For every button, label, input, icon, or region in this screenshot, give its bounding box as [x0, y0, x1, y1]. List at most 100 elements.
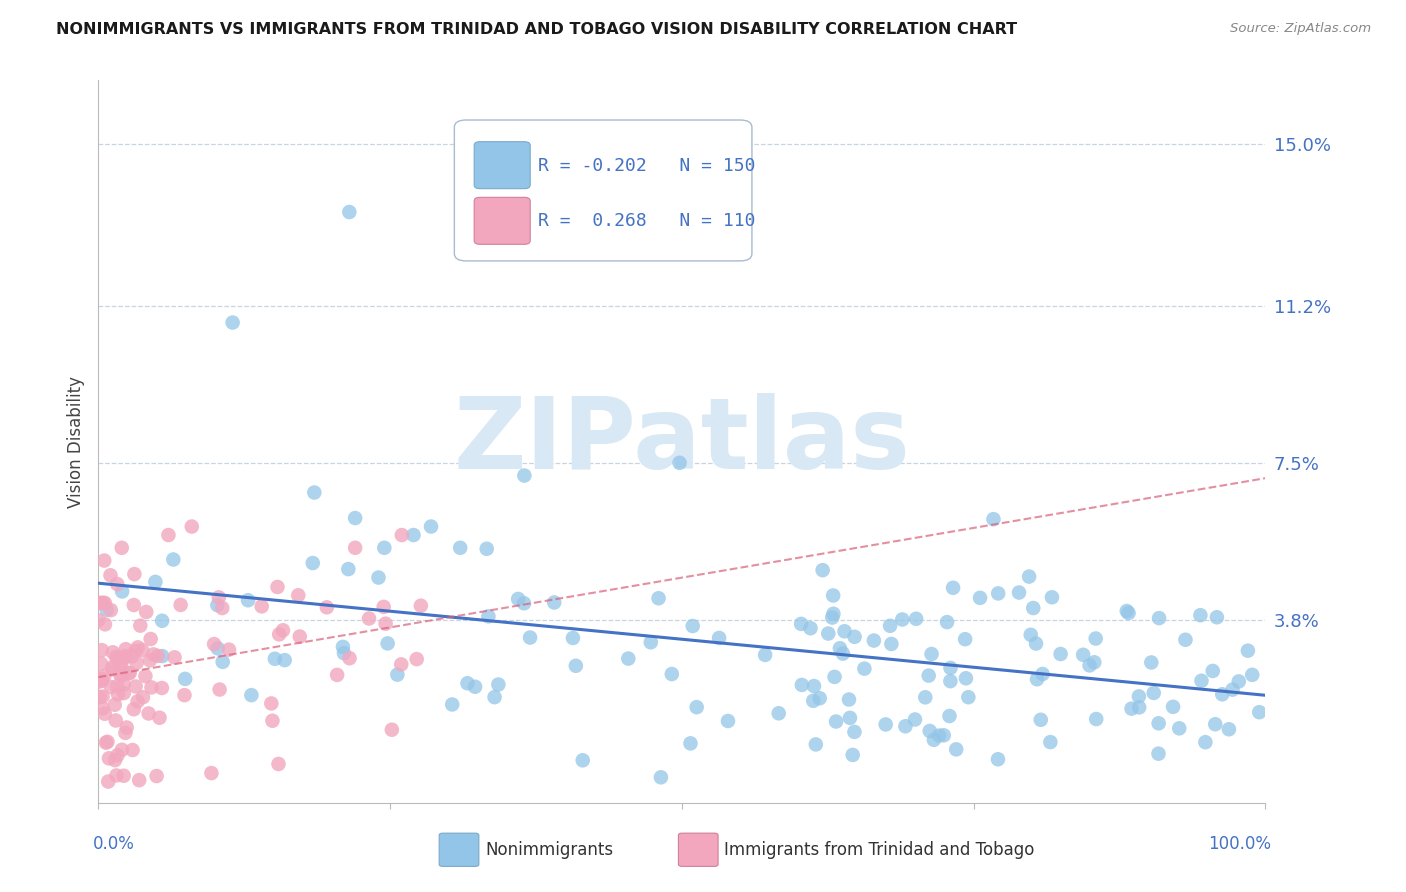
- Point: [150, 614, 173, 628]
- Point: [942, 581, 965, 595]
- Point: [91, 690, 114, 704]
- Point: [1161, 699, 1184, 714]
- Point: [1222, 682, 1244, 697]
- Point: [936, 615, 959, 629]
- Point: [374, 616, 396, 631]
- Point: [118, 666, 141, 681]
- Point: [1040, 591, 1063, 605]
- Point: [101, 662, 124, 676]
- Point: [121, 649, 143, 664]
- Point: [409, 599, 432, 613]
- Point: [121, 743, 143, 757]
- Point: [1083, 655, 1105, 669]
- Point: [1204, 717, 1226, 731]
- Point: [1071, 648, 1094, 662]
- Point: [333, 646, 356, 660]
- Point: [1128, 690, 1150, 704]
- Point: [301, 556, 323, 570]
- Point: [115, 721, 138, 735]
- Point: [1147, 716, 1170, 731]
- Text: Immigrants from Trinidad and Tobago: Immigrants from Trinidad and Tobago: [724, 841, 1035, 859]
- Point: [344, 511, 367, 525]
- Point: [107, 748, 129, 763]
- Point: [441, 698, 464, 712]
- Point: [707, 631, 730, 645]
- Point: [1115, 604, 1137, 618]
- Point: [957, 690, 980, 705]
- Point: [145, 769, 167, 783]
- Point: [94, 736, 117, 750]
- Point: [100, 603, 122, 617]
- Point: [124, 680, 146, 694]
- Point: [1194, 735, 1216, 749]
- Point: [122, 598, 145, 612]
- Point: [939, 674, 962, 689]
- Point: [114, 649, 136, 664]
- Point: [271, 624, 294, 638]
- Point: [138, 706, 160, 721]
- Point: [373, 599, 395, 614]
- Point: [250, 599, 273, 614]
- Point: [863, 633, 886, 648]
- Point: [91, 596, 114, 610]
- Point: [1029, 713, 1052, 727]
- Point: [571, 753, 593, 767]
- Point: [112, 677, 135, 691]
- Point: [811, 563, 834, 577]
- Point: [91, 701, 114, 715]
- Point: [668, 456, 690, 470]
- Point: [94, 617, 117, 632]
- Point: [754, 648, 776, 662]
- Point: [1039, 735, 1062, 749]
- Point: [894, 719, 917, 733]
- Point: [1026, 672, 1049, 686]
- Point: [134, 669, 156, 683]
- Point: [180, 519, 202, 533]
- Point: [135, 605, 157, 619]
- Point: [127, 694, 149, 708]
- Point: [1128, 700, 1150, 714]
- Point: [142, 648, 165, 662]
- Point: [834, 624, 856, 639]
- Point: [449, 541, 471, 555]
- Point: [1237, 643, 1260, 657]
- Text: ZIPatlas: ZIPatlas: [454, 393, 910, 490]
- Point: [104, 698, 127, 712]
- Point: [841, 747, 863, 762]
- Point: [112, 769, 135, 783]
- Point: [89, 690, 111, 704]
- Point: [96, 735, 118, 749]
- Point: [402, 528, 425, 542]
- Point: [93, 669, 115, 683]
- Point: [1143, 686, 1166, 700]
- Point: [853, 662, 876, 676]
- Point: [918, 668, 941, 682]
- Point: [304, 485, 326, 500]
- Point: [114, 650, 136, 665]
- Point: [1211, 687, 1233, 701]
- Point: [111, 743, 134, 757]
- Point: [1032, 667, 1054, 681]
- Point: [218, 642, 240, 657]
- Point: [97, 774, 120, 789]
- Point: [208, 682, 231, 697]
- Point: [921, 647, 943, 661]
- Point: [105, 577, 128, 591]
- Point: [891, 612, 914, 626]
- Point: [839, 711, 862, 725]
- FancyBboxPatch shape: [439, 833, 479, 866]
- Point: [391, 528, 413, 542]
- Point: [1227, 674, 1250, 689]
- Point: [1147, 747, 1170, 761]
- Point: [114, 642, 136, 657]
- Point: [267, 756, 290, 771]
- Point: [104, 714, 127, 728]
- Point: [262, 714, 284, 728]
- Point: [97, 751, 120, 765]
- Point: [288, 630, 311, 644]
- Point: [821, 610, 844, 624]
- Point: [565, 658, 588, 673]
- Point: [513, 596, 536, 610]
- Point: [844, 630, 866, 644]
- Point: [804, 738, 827, 752]
